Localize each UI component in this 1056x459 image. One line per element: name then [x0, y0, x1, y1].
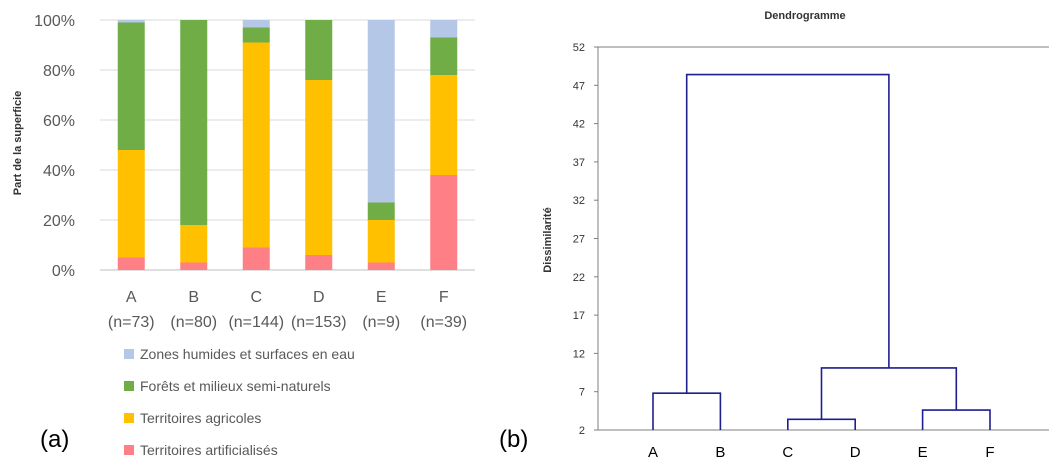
- x-tick-label: C: [250, 289, 262, 306]
- leaf-label: B: [715, 444, 725, 459]
- y-tick-label: 42: [573, 119, 585, 131]
- bar-segment: [430, 37, 458, 75]
- legend-swatch: [124, 445, 134, 455]
- bar-segment: [180, 262, 208, 270]
- bar-segment: [117, 257, 145, 270]
- bar-segment: [180, 20, 208, 225]
- stacked-bar-chart: 0% 20% 40% 60% 80% 100% A (n=73) B (n=80) C (n=144…: [12, 13, 475, 458]
- y-tick-label: 20%: [43, 213, 75, 230]
- bar-segment: [367, 262, 395, 270]
- panel-label-b: (b): [499, 426, 528, 453]
- dendrogram-link: [921, 409, 991, 430]
- y-axis-label: Dissimilarité: [542, 207, 554, 272]
- y-tick-label: 0%: [52, 263, 75, 280]
- dendrogram-links: [652, 73, 991, 430]
- leaf-label: E: [918, 444, 928, 459]
- legend-swatch: [124, 413, 134, 423]
- dendrogram-title: Dendrogramme: [764, 10, 845, 22]
- x-tick-sublabel: (n=73): [108, 314, 155, 331]
- y-tick-label: 32: [573, 195, 585, 207]
- legend-label: Territoires artificialisés: [140, 442, 278, 458]
- bar-segment: [242, 27, 270, 43]
- legend-label: Territoires agricoles: [140, 410, 261, 426]
- legend-label: Zones humides et surfaces en eau: [140, 346, 355, 362]
- x-tick-sublabel: (n=80): [170, 314, 217, 331]
- bars: [117, 20, 458, 270]
- y-tick-label: 17: [573, 310, 585, 322]
- legend: Zones humides et surfaces en eau Forêts e…: [124, 346, 355, 458]
- y-tick-label: 22: [573, 272, 585, 284]
- dendrogram-link: [820, 367, 958, 420]
- y-tick-label: 52: [573, 42, 585, 54]
- x-tick-sublabel: (n=9): [362, 314, 400, 331]
- x-tick-label: F: [439, 289, 449, 306]
- leaf-label: D: [850, 444, 861, 459]
- bar-segment: [367, 20, 395, 203]
- y-tick-label: 37: [573, 157, 585, 169]
- bar-segment: [242, 42, 270, 248]
- bar-segment: [242, 247, 270, 270]
- bar-segment: [430, 175, 458, 270]
- x-tick-labels: A (n=73) B (n=80) C (n=144) D (n=153) E (n=9) F (n=…: [108, 289, 467, 331]
- bar-segment: [305, 80, 333, 255]
- y-gridlines: [100, 19, 475, 271]
- y-tick-label: 12: [573, 348, 585, 360]
- y-tick-label: 40%: [43, 163, 75, 180]
- x-tick-label: B: [188, 289, 199, 306]
- y-axis-label: Part de la superficie: [12, 91, 24, 196]
- legend-swatch: [124, 381, 134, 391]
- x-tick-sublabel: (n=39): [420, 314, 467, 331]
- leaf-labels: A B C D E F: [648, 444, 995, 459]
- dendrogram-link: [787, 418, 856, 430]
- x-tick-label: E: [376, 289, 387, 306]
- leaf-label: C: [782, 444, 793, 459]
- bar-segment: [242, 20, 270, 28]
- bar-segment: [117, 150, 145, 258]
- x-tick-sublabel: (n=144): [228, 314, 284, 331]
- legend-label: Forêts et milieux semi-naturels: [140, 378, 331, 394]
- dendrogram-link: [652, 392, 722, 430]
- bar-segment: [117, 22, 145, 150]
- y-tick-label: 7: [579, 387, 585, 399]
- bar-segment: [367, 220, 395, 263]
- x-tick-label: A: [126, 289, 137, 306]
- plot-frame: [594, 46, 1049, 431]
- y-tick-labels: 0% 20% 40% 60% 80% 100%: [34, 13, 75, 280]
- bar-segment: [367, 202, 395, 220]
- y-tick-label: 60%: [43, 113, 75, 130]
- dendrogram-link: [685, 73, 890, 394]
- y-tick-label: 2: [579, 425, 585, 437]
- bar-segment: [430, 75, 458, 175]
- bar-segment: [117, 20, 145, 23]
- bar-segment: [180, 225, 208, 263]
- bar-segment: [305, 255, 333, 270]
- legend-swatch: [124, 349, 134, 359]
- bar-segment: [305, 20, 333, 80]
- bar-segment: [430, 20, 458, 38]
- y-tick-label: 100%: [34, 13, 75, 30]
- leaf-label: F: [985, 444, 994, 459]
- y-tick-label: 80%: [43, 63, 75, 80]
- x-tick-label: D: [313, 289, 325, 306]
- y-tick-label: 27: [573, 234, 585, 246]
- x-tick-sublabel: (n=153): [291, 314, 347, 331]
- leaf-label: A: [648, 444, 658, 459]
- y-tick-label: 47: [573, 80, 585, 92]
- panel-label-a: (a): [40, 426, 69, 453]
